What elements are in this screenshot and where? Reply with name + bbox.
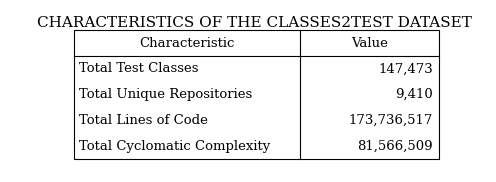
Text: Total Cyclomatic Complexity: Total Cyclomatic Complexity	[79, 140, 270, 153]
Text: 81,566,509: 81,566,509	[358, 140, 433, 153]
Text: 173,736,517: 173,736,517	[349, 114, 433, 127]
Text: Characteristic: Characteristic	[139, 37, 235, 50]
Text: Total Unique Repositories: Total Unique Repositories	[79, 88, 252, 101]
Text: CHARACTERISTICS OF THE CLASSES2TEST DATASET: CHARACTERISTICS OF THE CLASSES2TEST DATA…	[37, 16, 472, 30]
Text: Value: Value	[351, 37, 388, 50]
Text: 9,410: 9,410	[395, 88, 433, 101]
Text: 147,473: 147,473	[378, 62, 433, 75]
Text: Total Lines of Code: Total Lines of Code	[79, 114, 208, 127]
Text: Total Test Classes: Total Test Classes	[79, 62, 198, 75]
